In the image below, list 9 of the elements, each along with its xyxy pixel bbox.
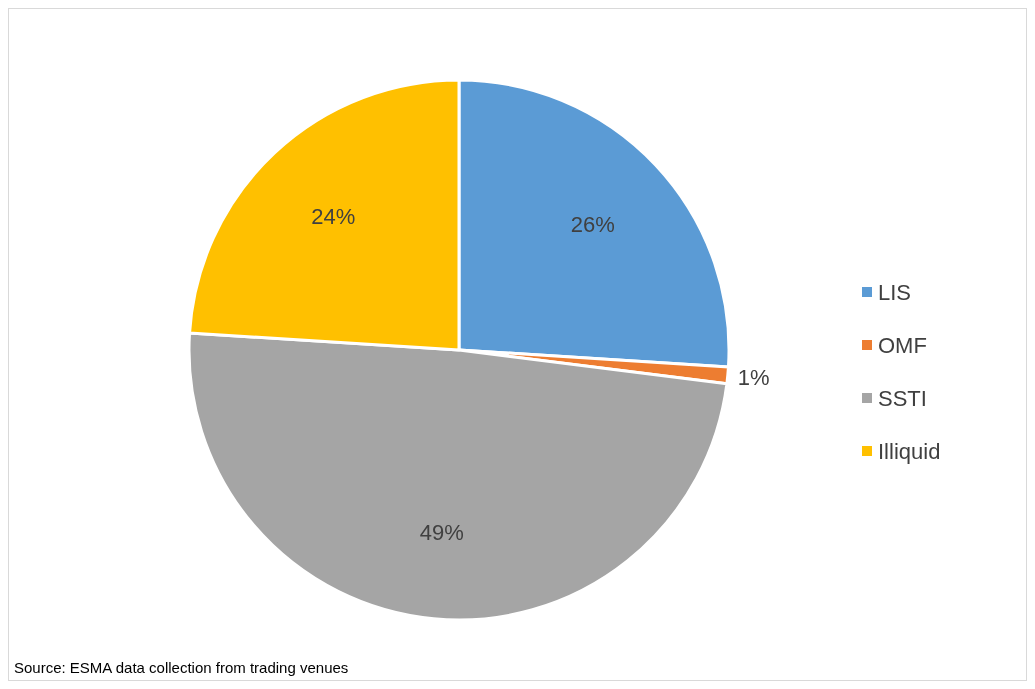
legend-label: SSTI: [878, 385, 927, 411]
data-label: 49%: [419, 520, 464, 546]
legend-label: OMF: [878, 332, 927, 358]
legend-label: LIS: [878, 279, 912, 305]
legend-label: Illiquid: [878, 438, 941, 464]
data-label: 1%: [737, 365, 770, 391]
source-note: Source: ESMA data collection from trading venues: [14, 659, 349, 676]
data-label: 26%: [570, 211, 615, 237]
data-label: 24%: [311, 203, 356, 229]
